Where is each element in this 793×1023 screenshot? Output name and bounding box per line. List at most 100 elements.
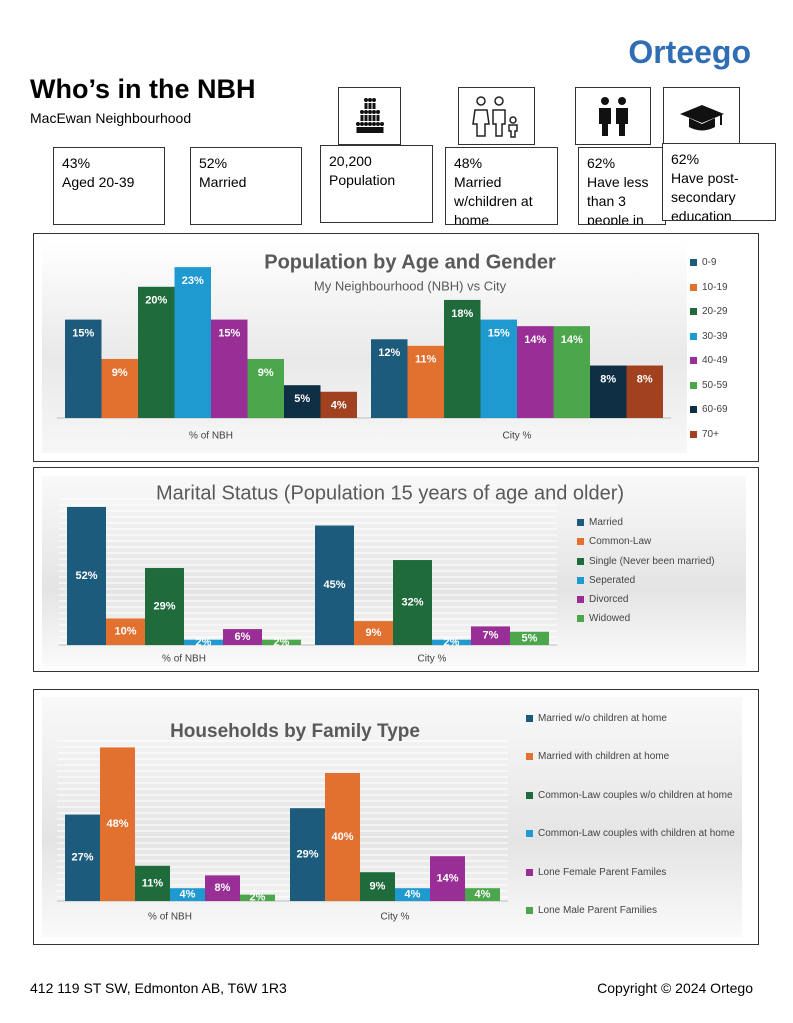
data-label: 5%	[522, 632, 538, 644]
legend-item: 70+	[690, 428, 750, 442]
data-label: 45%	[323, 579, 345, 591]
legend-swatch	[690, 259, 697, 266]
stat-value: 52%	[199, 155, 228, 171]
chart-title: Population by Age and Gender	[264, 251, 556, 273]
x-tick-label: City %	[381, 912, 410, 923]
legend-item: Single (Never been married)	[577, 555, 747, 569]
data-label: 4%	[405, 889, 421, 901]
family-icon	[458, 87, 535, 145]
legend-item: Married	[577, 516, 747, 530]
legend-swatch	[577, 596, 584, 604]
bar	[211, 319, 248, 418]
bar	[65, 319, 102, 418]
bar	[430, 856, 465, 901]
bar	[354, 621, 393, 645]
legend-swatch	[526, 830, 533, 838]
bar	[100, 747, 135, 901]
bar	[325, 773, 360, 901]
data-label: 27%	[71, 852, 93, 864]
bar	[240, 894, 275, 901]
legend-label: Married with children at home	[538, 751, 670, 763]
data-label: 2%	[196, 636, 212, 648]
brand: Orteego	[628, 34, 751, 70]
legend-item: 30-39	[690, 330, 750, 344]
data-label: 4%	[180, 889, 196, 901]
legend-item: Widowed	[577, 612, 747, 626]
data-label: 6%	[235, 631, 251, 643]
chart-title: Households by Family Type	[170, 721, 420, 742]
bar	[145, 568, 184, 645]
x-tick-label: City %	[503, 431, 532, 442]
legend-label: Married	[589, 517, 623, 528]
legend-item: Divorced	[577, 593, 747, 607]
legend-item: Married w/o children at home	[526, 712, 736, 726]
legend-swatch	[690, 332, 697, 340]
data-label: 11%	[142, 877, 164, 889]
data-label: 9%	[366, 627, 382, 639]
bar	[626, 365, 663, 418]
chart-title: Marital Status (Population 15 years of a…	[156, 482, 624, 504]
legend-label: Widowed	[589, 613, 631, 625]
legend-swatch	[690, 357, 697, 364]
legend-item: 20-29	[690, 305, 750, 319]
legend-swatch	[526, 868, 533, 876]
data-label: 9%	[112, 367, 128, 379]
bar	[205, 875, 240, 901]
data-label: 11%	[415, 354, 437, 366]
bar	[371, 339, 408, 418]
graduation-icon	[663, 87, 740, 145]
bar	[106, 618, 145, 645]
legend: Married Common-Law Single (Never been marr…	[577, 516, 747, 626]
data-label: 9%	[258, 367, 274, 379]
legend-label: Single (Never been married)	[589, 555, 715, 567]
bar	[223, 629, 262, 645]
stat-box: 43% Aged 20-39	[53, 147, 165, 225]
bar	[174, 267, 211, 418]
bar	[553, 326, 590, 418]
legend-swatch	[526, 715, 533, 722]
legend-swatch	[577, 615, 584, 623]
bar	[510, 631, 549, 645]
data-label: 2%	[250, 892, 266, 904]
stat-label: Aged 20-39	[62, 174, 135, 190]
legend-swatch	[690, 283, 697, 291]
bar	[393, 560, 432, 645]
legend-label: 30-39	[702, 330, 728, 342]
data-label: 29%	[296, 849, 318, 861]
legend-item: 50-59	[690, 379, 750, 393]
legend-swatch	[577, 576, 584, 584]
bar	[480, 319, 517, 418]
data-label: 18%	[451, 308, 473, 320]
legend-item: Seperated	[577, 574, 747, 588]
bar	[465, 888, 500, 901]
data-label: 29%	[153, 600, 175, 612]
stat-value: 48%	[454, 155, 483, 171]
stat-value: 62%	[587, 155, 616, 171]
x-tick-label: % of NBH	[162, 654, 206, 665]
data-label: 15%	[488, 328, 510, 340]
legend-swatch	[690, 430, 697, 438]
bar	[517, 326, 554, 418]
legend-label: 20-29	[702, 306, 728, 317]
bar	[590, 365, 627, 418]
data-label: 7%	[483, 630, 499, 642]
couple-icon	[575, 87, 651, 145]
bar	[360, 872, 395, 901]
stat-box: 52% Married	[190, 147, 302, 225]
footer-copyright: Copyright © 2024 Ortego	[597, 980, 753, 996]
bar	[432, 639, 471, 645]
legend-label: Common-Law couples with children at home	[538, 828, 735, 840]
stat-label: Have post-secondary education	[671, 170, 739, 221]
legend-swatch	[526, 906, 533, 914]
chart-subtitle: My Neighbourhood (NBH) vs City	[314, 278, 507, 293]
legend-label: Divorced	[589, 594, 629, 606]
legend-swatch	[690, 406, 697, 413]
legend-label: Common-Law couples w/o children at home	[538, 789, 733, 801]
legend-item: Common-Law couples w/o children at home	[526, 789, 736, 803]
data-label: 15%	[72, 328, 94, 340]
legend-swatch	[577, 557, 584, 565]
data-label: 14%	[436, 873, 458, 885]
x-tick-label: % of NBH	[189, 431, 233, 442]
stat-value: 62%	[671, 151, 700, 167]
